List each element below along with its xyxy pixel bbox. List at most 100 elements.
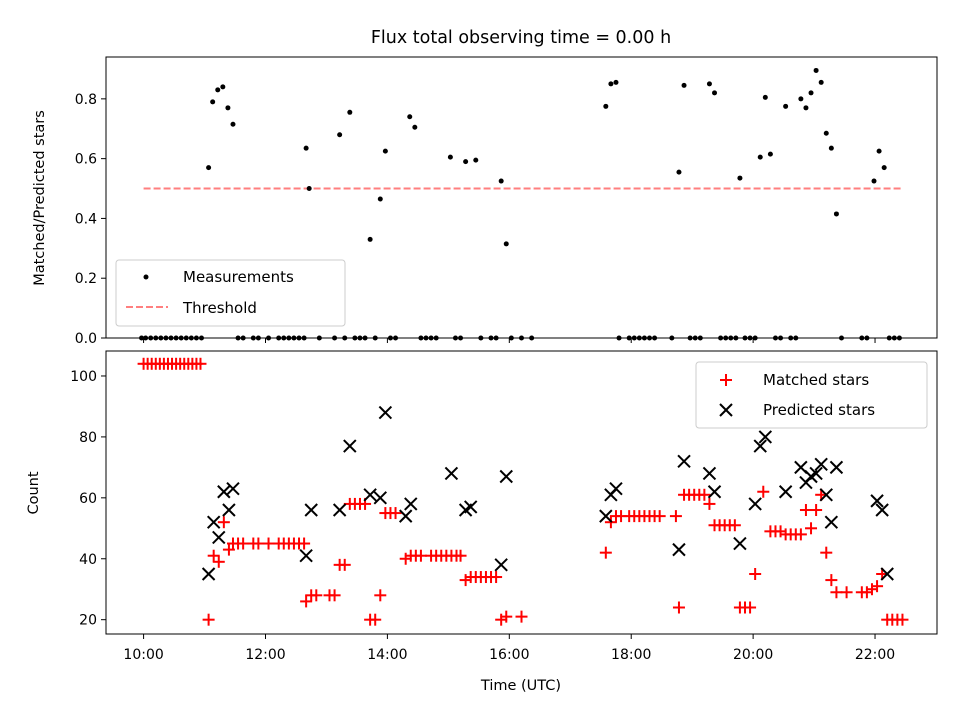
measurement-point — [881, 165, 887, 171]
matched-star-point — [744, 601, 757, 614]
predicted-star-point — [444, 466, 459, 481]
measurement-point — [833, 211, 839, 217]
predicted-star-point — [829, 460, 844, 475]
top-legend: Measurements Threshold — [115, 259, 346, 327]
measurement-point — [603, 103, 609, 109]
predicted-star-point — [378, 405, 393, 420]
legend-predicted-marker — [719, 403, 733, 417]
measurement-point — [808, 90, 814, 96]
matched-star-point — [217, 516, 230, 529]
matched-star-point — [252, 537, 265, 550]
y-tick-label: 20 — [79, 613, 97, 629]
measurement-point — [463, 159, 469, 165]
predicted-star-point — [463, 500, 478, 514]
measurement-point — [498, 178, 504, 184]
measurement-point — [706, 81, 712, 87]
predicted-star-point — [609, 481, 623, 496]
predicted-star-point — [304, 503, 318, 517]
bottom-y-ticks: 20 40 60 80 100 — [70, 369, 106, 629]
matched-star-point — [757, 485, 770, 498]
predicted-star-point — [404, 497, 418, 511]
matched-star-point — [237, 537, 250, 550]
matched-star-point — [454, 549, 467, 562]
measurement-point — [613, 79, 619, 85]
matched-star-point — [515, 610, 528, 623]
predicted-star-point — [870, 494, 884, 508]
matched-star-point — [328, 589, 341, 602]
matched-star-point — [749, 567, 762, 580]
measurement-point — [712, 90, 718, 96]
matched-star-point — [212, 555, 225, 568]
matched-star-point — [310, 589, 323, 602]
predicted-star-point — [332, 503, 347, 517]
measurement-point — [608, 81, 614, 87]
bottom-panel: 20 40 60 80 100 10:00 12:00 14:00 16:00 18:00 20:… — [26, 350, 938, 694]
matched-star-point — [599, 546, 612, 559]
measurement-point — [737, 175, 743, 181]
matched-star-point — [799, 504, 812, 517]
predicted-star-point — [809, 466, 823, 481]
matched-star-point — [207, 549, 220, 562]
measurement-point — [876, 148, 882, 154]
measurement-point — [828, 145, 834, 151]
matched-star-point — [794, 528, 807, 541]
predicted-star-point — [373, 491, 387, 505]
top-x-ticks — [143, 338, 876, 343]
y-tick-label: 0.4 — [75, 211, 97, 227]
x-tick-label: 18:00 — [611, 647, 651, 663]
matched-star-point — [194, 357, 207, 370]
measurement-point — [206, 165, 212, 171]
measurement-point — [681, 82, 687, 88]
matched-star-point — [500, 610, 513, 623]
measurement-point — [303, 145, 309, 151]
measurement-point — [210, 99, 216, 105]
top-axes-frame — [105, 56, 938, 339]
predicted-star-point — [880, 567, 894, 581]
measurement-point — [871, 178, 877, 184]
predicted-star-point — [672, 542, 686, 557]
predicted-star-point — [226, 481, 240, 496]
predicted-star-point — [201, 567, 216, 581]
matched-star-point — [698, 488, 711, 501]
matched-star-point — [805, 522, 818, 535]
predicted-star-point — [343, 439, 357, 453]
measurement-point — [412, 124, 418, 130]
y-tick-label: 60 — [79, 491, 97, 507]
x-tick-label: 12:00 — [245, 647, 285, 663]
top-y-ticks: 0.0 0.2 0.4 0.6 0.8 — [75, 92, 106, 347]
matched-star-point — [830, 586, 843, 599]
top-legend-box — [115, 259, 346, 327]
measurement-point — [676, 169, 682, 175]
y-tick-label: 0.2 — [75, 271, 97, 287]
matched-star-point — [374, 589, 387, 602]
x-tick-label: 22:00 — [855, 647, 895, 663]
bottom-x-axis-label: Time (UTC) — [480, 678, 561, 694]
legend-predicted-label: Predicted stars — [763, 401, 875, 419]
matched-star-point — [300, 595, 313, 608]
y-tick-label: 40 — [79, 552, 97, 568]
measurement-point — [818, 79, 824, 85]
matched-star-point — [871, 580, 884, 593]
predicted-star-point — [758, 430, 773, 444]
predicted-star-point — [819, 488, 833, 502]
y-tick-label: 100 — [70, 369, 97, 385]
top-y-axis-label: Matched/Predicted stars — [32, 110, 48, 286]
predicted-star-point — [499, 469, 513, 484]
matched-star-point — [298, 537, 311, 550]
predicted-star-point — [707, 485, 722, 499]
predicted-star-point — [778, 485, 793, 499]
matched-star-point — [338, 558, 351, 571]
y-tick-label: 0.8 — [75, 92, 97, 108]
measurement-point — [783, 103, 789, 109]
matched-star-point — [389, 507, 402, 520]
measurement-point — [347, 109, 353, 115]
predicted-star-point — [599, 509, 613, 523]
matched-star-point — [262, 537, 275, 550]
predicted-star-point — [677, 454, 691, 468]
measurement-point — [337, 132, 343, 138]
x-tick-label: 20:00 — [733, 647, 773, 663]
matched-star-point — [672, 601, 685, 614]
matched-star-point — [490, 571, 503, 584]
legend-threshold-label: Threshold — [182, 299, 257, 317]
